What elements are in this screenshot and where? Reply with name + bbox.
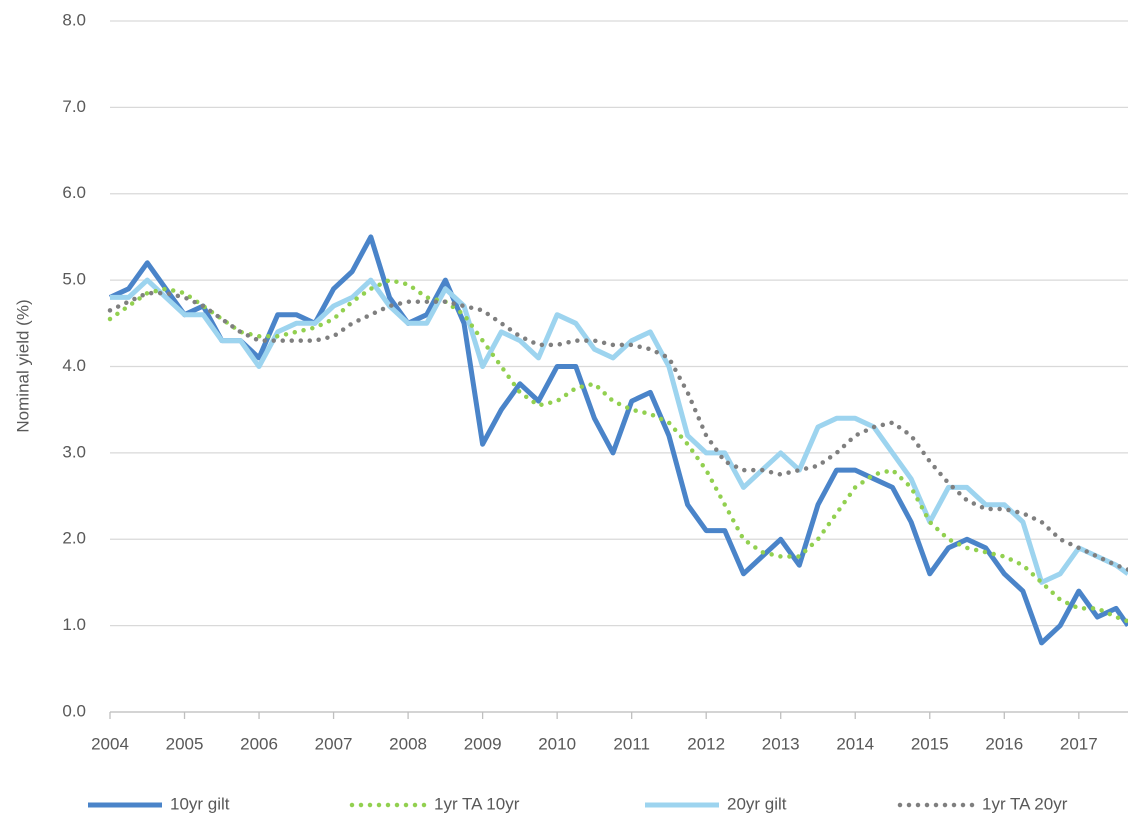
- legend-label: 20yr gilt: [727, 794, 787, 813]
- x-tick-label: 2010: [538, 734, 576, 753]
- x-tick-label: 2009: [464, 734, 502, 753]
- x-tick-label: 2013: [762, 734, 800, 753]
- y-tick-label: 5.0: [62, 270, 86, 289]
- y-tick-label: 3.0: [62, 442, 86, 461]
- x-tick-label: 2007: [315, 734, 353, 753]
- y-tick-label: 8.0: [62, 10, 86, 29]
- series-line: [110, 277, 1128, 585]
- y-tick-label: 7.0: [62, 97, 86, 116]
- x-tick-label: 2005: [166, 734, 204, 753]
- x-tick-label: 2012: [687, 734, 725, 753]
- legend-label: 1yr TA 10yr: [434, 794, 520, 813]
- series-line: [108, 234, 1128, 646]
- y-tick-label: 6.0: [62, 183, 86, 202]
- y-tick-label: 2.0: [62, 529, 86, 548]
- series-line: [107, 290, 1128, 572]
- x-tick-label: 2006: [240, 734, 278, 753]
- y-tick-label: 0.0: [62, 701, 86, 720]
- y-tick-label: 1.0: [62, 615, 86, 634]
- x-tick-label: 2004: [91, 734, 129, 753]
- x-tick-label: 2015: [911, 734, 949, 753]
- legend-label: 10yr gilt: [170, 794, 230, 813]
- series-line: [107, 277, 1128, 624]
- y-axis-title: Nominal yield (%): [13, 299, 32, 432]
- y-tick-label: 4.0: [62, 356, 86, 375]
- x-tick-label: 2014: [836, 734, 874, 753]
- x-tick-label: 2011: [613, 734, 650, 753]
- x-tick-label: 2008: [389, 734, 427, 753]
- x-tick-label: 2017: [1060, 734, 1098, 753]
- legend-label: 1yr TA 20yr: [982, 794, 1068, 813]
- x-tick-label: 2016: [985, 734, 1023, 753]
